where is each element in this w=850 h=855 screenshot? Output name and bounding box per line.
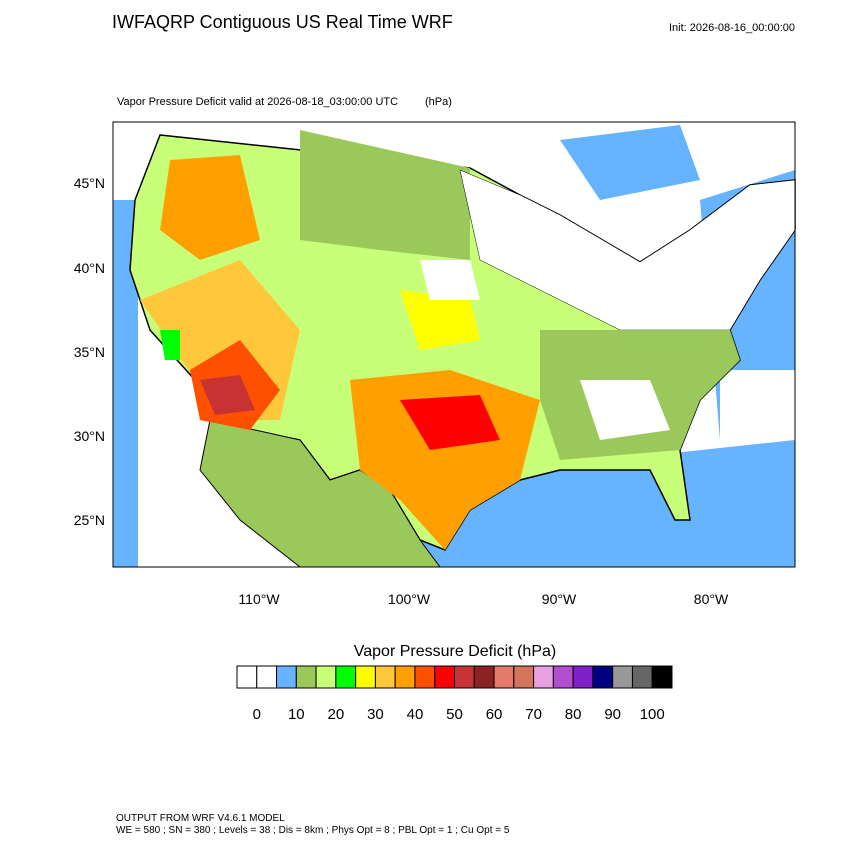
colorbar-box xyxy=(315,665,337,689)
colorbar-label: 0 xyxy=(253,706,261,723)
lat-label: 35°N xyxy=(74,344,105,360)
title: IWFAQRP Contiguous US Real Time WRF xyxy=(112,12,453,32)
colorbar-label: 20 xyxy=(328,706,345,723)
colorbar-box xyxy=(592,665,614,689)
lon-label: 90°W xyxy=(542,591,577,607)
lon-label: 80°W xyxy=(694,591,729,607)
colorbar-label: 30 xyxy=(367,706,384,723)
colorbar-box xyxy=(374,665,396,689)
colorbar: 0 10 20 30 40 50 60 70 80 90 100 xyxy=(236,665,673,723)
colorbar-box xyxy=(572,665,594,689)
colorbar-box xyxy=(612,665,633,689)
colorbar-box xyxy=(276,665,297,689)
colorbar-box xyxy=(256,665,278,689)
colorbar-box xyxy=(295,665,317,689)
colorbar-label: 100 xyxy=(640,706,665,723)
map xyxy=(112,121,796,568)
lat-label: 45°N xyxy=(74,175,105,191)
colorbar-box xyxy=(552,665,574,689)
colorbar-label: 70 xyxy=(525,706,542,723)
colorbar-label: 90 xyxy=(604,706,621,723)
colorbar-title: Vapor Pressure Deficit (hPa) xyxy=(354,643,556,660)
colorbar-box xyxy=(473,665,495,689)
colorbar-label: 80 xyxy=(565,706,582,723)
lat-label: 25°N xyxy=(74,512,105,528)
colorbar-label: 60 xyxy=(486,706,503,723)
colorbar-box xyxy=(434,665,455,689)
lon-labels: 110°W 100°W 90°W 80°W xyxy=(238,591,729,607)
colorbar-box xyxy=(355,665,376,689)
colorbar-box xyxy=(513,665,535,689)
lon-label: 110°W xyxy=(238,591,280,607)
colorbar-box xyxy=(651,665,673,689)
init-time: Init: 2026-08-16_00:00:00 xyxy=(669,22,795,34)
colorbar-box xyxy=(394,665,416,689)
colorbar-box xyxy=(454,665,475,689)
lat-label: 40°N xyxy=(74,260,105,276)
colorbar-box xyxy=(335,665,357,689)
colorbar-box xyxy=(631,665,653,689)
footer-line: WE = 580 ; SN = 380 ; Levels = 38 ; Dis … xyxy=(116,825,510,836)
colorbar-label: 50 xyxy=(446,706,463,723)
lat-label: 30°N xyxy=(74,428,105,444)
colorbar-box xyxy=(236,665,258,689)
colorbar-box xyxy=(493,665,515,689)
footer-line: OUTPUT FROM WRF V4.6.1 MODEL xyxy=(116,813,285,824)
lon-label: 100°W xyxy=(388,591,431,607)
colorbar-label: 10 xyxy=(288,706,305,723)
lat-labels: 45°N 40°N 35°N 30°N 25°N xyxy=(74,175,105,528)
colorbar-box xyxy=(533,665,554,689)
units: (hPa) xyxy=(425,96,452,108)
colorbar-box xyxy=(414,665,436,689)
subtitle: Vapor Pressure Deficit valid at 2026-08-… xyxy=(117,96,398,108)
colorbar-label: 40 xyxy=(407,706,424,723)
